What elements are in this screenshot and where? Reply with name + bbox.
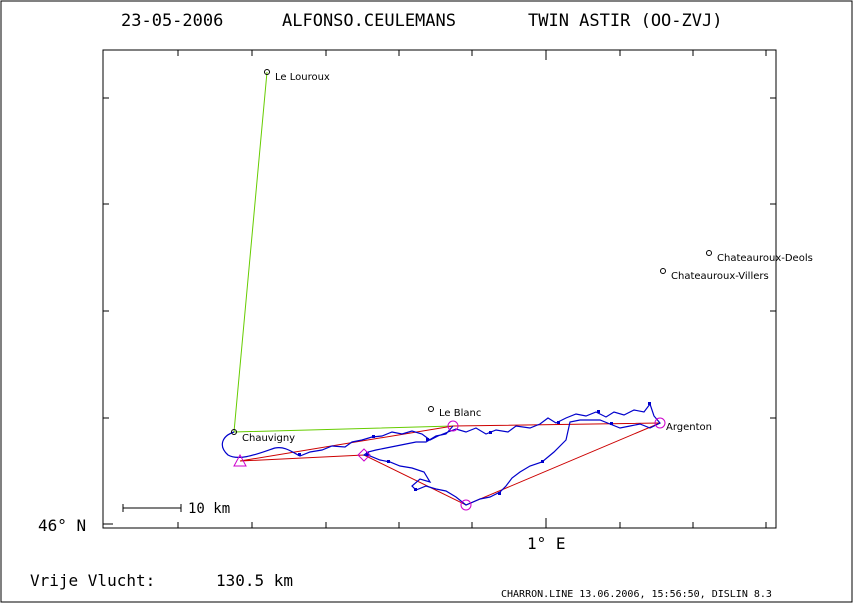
flight-date: 23-05-2006 xyxy=(121,11,223,31)
place-marker xyxy=(231,429,237,435)
glider-name: TWIN ASTIR (OO-ZVJ) xyxy=(528,11,722,31)
turnpoint-circle xyxy=(654,417,666,429)
top-ticks xyxy=(177,50,767,60)
map-frame xyxy=(102,49,777,529)
distance-value: 130.5 km xyxy=(216,571,293,590)
place-marker xyxy=(264,69,270,75)
track-markers xyxy=(298,402,651,495)
place-markers xyxy=(231,69,712,435)
place-marker xyxy=(660,268,666,274)
place-chateauroux-villers: Chateauroux-Villers xyxy=(671,271,769,282)
task-route-line xyxy=(239,422,661,506)
place-chauvigny: Chauvigny xyxy=(242,433,295,444)
place-le-louroux: Le Louroux xyxy=(275,72,330,83)
scale-bar xyxy=(122,504,182,512)
finish-diamond xyxy=(357,448,371,462)
declared-route-line xyxy=(233,71,454,433)
latitude-label: 46° N xyxy=(38,516,86,535)
place-marker xyxy=(706,250,712,256)
flight-track xyxy=(221,402,661,506)
start-triangle xyxy=(233,453,247,467)
place-argenton: Argenton xyxy=(666,422,712,433)
place-chateauroux-deols: Chateauroux-Deols xyxy=(717,253,813,264)
credits-text: CHARRON.LINE 13.06.2006, 15:56:50, DISLI… xyxy=(501,589,772,600)
right-ticks xyxy=(770,97,776,419)
bottom-ticks xyxy=(177,518,767,528)
longitude-label: 1° E xyxy=(527,534,566,553)
turnpoint-circle xyxy=(447,420,459,432)
turnpoint-markers xyxy=(233,417,666,511)
pilot-name: ALFONSO.CEULEMANS xyxy=(282,11,456,31)
left-ticks xyxy=(103,97,113,525)
place-le-blanc: Le Blanc xyxy=(439,408,481,419)
scale-bar-label: 10 km xyxy=(188,501,230,517)
distance-label: Vrije Vlucht: xyxy=(30,571,155,590)
turnpoint-circle xyxy=(460,499,472,511)
place-marker xyxy=(428,406,434,412)
